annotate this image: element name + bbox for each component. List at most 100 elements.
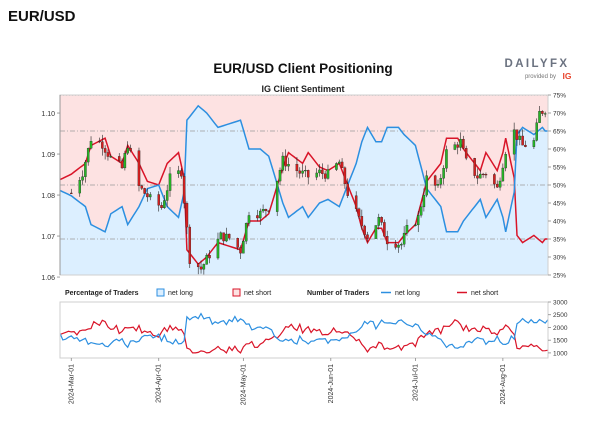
percent-tick-label: 45% bbox=[553, 201, 566, 208]
candle-body bbox=[304, 170, 307, 172]
price-axis: 1.06 1.07 1.08 1.09 1.10 bbox=[41, 95, 61, 282]
candle-body bbox=[433, 175, 437, 186]
candle-body bbox=[146, 193, 149, 198]
candle-body bbox=[267, 210, 270, 212]
candle-body bbox=[338, 161, 341, 164]
candle-body bbox=[518, 135, 522, 140]
candle-body bbox=[306, 170, 310, 178]
count-tick-label: 3000 bbox=[553, 300, 568, 307]
candle-body bbox=[287, 164, 290, 167]
candle-body bbox=[326, 169, 330, 179]
candle-body bbox=[501, 167, 505, 182]
candle-body bbox=[222, 232, 225, 242]
candle-body bbox=[343, 167, 347, 185]
candle-body bbox=[377, 217, 381, 226]
price-tick-label: 1.09 bbox=[41, 152, 55, 159]
candle-body bbox=[397, 244, 400, 248]
candle-body bbox=[261, 209, 265, 212]
candle-body bbox=[244, 223, 248, 242]
count-tick-label: 2500 bbox=[553, 312, 568, 319]
candle-body bbox=[456, 144, 459, 148]
candle-body bbox=[236, 238, 239, 248]
date-tick-label: 2024-Jul-01 bbox=[412, 364, 419, 401]
candle-body bbox=[414, 224, 417, 226]
brand-provided-by: provided by bbox=[525, 74, 556, 80]
page-title: EUR/USD bbox=[8, 8, 76, 25]
percent-tick-label: 60% bbox=[553, 147, 566, 154]
number-net-short-line bbox=[59, 319, 549, 354]
candle-body bbox=[157, 194, 160, 206]
candle-body bbox=[340, 161, 344, 168]
candle-body bbox=[495, 183, 499, 188]
candle-body bbox=[321, 169, 324, 174]
candle-body bbox=[419, 206, 423, 216]
legend-num-long-label: net long bbox=[395, 290, 420, 297]
candle-body bbox=[117, 156, 121, 162]
candle-body bbox=[512, 129, 516, 155]
candle-body bbox=[78, 180, 81, 194]
candle-body bbox=[535, 122, 538, 141]
candle-body bbox=[354, 195, 358, 209]
candle-body bbox=[205, 255, 208, 265]
candle-body bbox=[323, 173, 327, 179]
candle-body bbox=[123, 153, 127, 169]
candle-body bbox=[442, 167, 445, 179]
percent-tick-label: 30% bbox=[553, 255, 566, 262]
candle-body bbox=[168, 173, 172, 191]
price-tick-label: 1.06 bbox=[41, 275, 55, 282]
legend-num-short-label: net short bbox=[471, 290, 498, 297]
chart-title: EUR/USD Client Positioning bbox=[213, 61, 392, 76]
candle-body bbox=[137, 150, 141, 186]
candle-body bbox=[295, 164, 299, 172]
candle-body bbox=[315, 172, 318, 178]
candle-body bbox=[481, 173, 485, 176]
candle-body bbox=[239, 247, 242, 254]
candle-body bbox=[278, 170, 282, 182]
percent-tick-label: 65% bbox=[553, 129, 566, 136]
candle-body bbox=[484, 174, 488, 176]
candle-body bbox=[208, 255, 211, 259]
candle-body bbox=[188, 226, 192, 264]
candle-body bbox=[521, 135, 524, 146]
candle-body bbox=[318, 169, 321, 174]
candle-body bbox=[109, 156, 113, 158]
candle-body bbox=[284, 155, 287, 167]
candle-body bbox=[515, 129, 519, 140]
candle-body bbox=[464, 148, 468, 159]
number-net-long-line bbox=[59, 312, 549, 349]
candle-body bbox=[436, 184, 440, 186]
trader-count-panel-border bbox=[59, 301, 549, 359]
candle-body bbox=[126, 147, 129, 154]
candle-body bbox=[264, 209, 268, 211]
candle-body bbox=[275, 180, 279, 212]
percent-tick-label: 25% bbox=[553, 273, 566, 280]
candle-body bbox=[163, 200, 166, 209]
candlestick-series bbox=[70, 105, 547, 276]
percent-tick-label: 70% bbox=[553, 111, 566, 118]
legend: Percentage of Traders net long net short… bbox=[65, 288, 498, 297]
candle-body bbox=[84, 161, 87, 177]
price-tick-label: 1.07 bbox=[41, 234, 55, 241]
candle-body bbox=[402, 232, 406, 245]
legend-percentage-title: Percentage of Traders bbox=[65, 290, 139, 297]
candle-body bbox=[541, 111, 544, 114]
candle-body bbox=[149, 194, 152, 198]
candle-body bbox=[185, 203, 189, 228]
candle-body bbox=[227, 233, 231, 239]
candle-body bbox=[242, 240, 245, 254]
candle-body bbox=[357, 208, 361, 217]
candle-body bbox=[259, 210, 262, 219]
candle-body bbox=[459, 138, 462, 148]
candle-body bbox=[439, 178, 443, 185]
percent-tick-label: 35% bbox=[553, 237, 566, 244]
candle-body bbox=[498, 180, 502, 188]
candle-body bbox=[256, 215, 259, 219]
candle-body bbox=[479, 173, 482, 179]
legend-pct-short-label: net short bbox=[244, 290, 271, 297]
date-axis: 2024-Mar-01 2024-Apr-01 2024-May-01 2024-Ju… bbox=[68, 358, 507, 405]
percent-tick-label: 75% bbox=[553, 93, 566, 100]
candle-body bbox=[416, 215, 420, 226]
candle-body bbox=[301, 170, 304, 174]
chart-subtitle: IG Client Sentiment bbox=[261, 84, 344, 94]
